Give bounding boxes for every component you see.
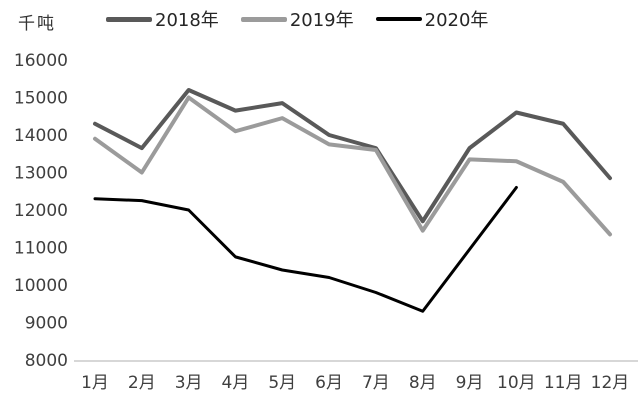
- y-tick-label: 16000: [14, 51, 68, 71]
- y-tick-label: 8000: [25, 351, 68, 371]
- y-tick-label: 9000: [25, 314, 68, 334]
- y-tick-label: 15000: [14, 89, 68, 109]
- x-tick-label: 8月: [409, 373, 437, 393]
- x-tick-label: 7月: [362, 373, 390, 393]
- legend-item-2019年: 2019年: [240, 6, 354, 32]
- y-axis-title: 千吨: [18, 14, 56, 34]
- x-tick-label: 1月: [81, 373, 109, 393]
- x-tick-label: 3月: [175, 373, 203, 393]
- legend-item-2020年: 2020年: [375, 6, 489, 32]
- legend-item-2018年: 2018年: [106, 6, 219, 32]
- x-tick-label: 4月: [222, 373, 250, 393]
- legend-label: 2019年: [289, 10, 354, 31]
- x-tick-label: 9月: [456, 373, 484, 393]
- legend-swatch-2020年: [375, 17, 422, 21]
- series-line-2020年: [93, 186, 518, 313]
- x-tick-label: 11月: [544, 373, 583, 393]
- x-tick-label: 12月: [591, 373, 630, 393]
- y-tick-label: 12000: [14, 201, 68, 221]
- legend-label: 2018年: [155, 10, 219, 31]
- x-tick-label: 2月: [128, 373, 156, 393]
- y-tick-label: 11000: [14, 239, 68, 259]
- series-line-2019年: [93, 95, 612, 237]
- chart-legend: 2018年 2019年 2020年: [106, 6, 488, 32]
- x-tick-label: 5月: [268, 373, 296, 393]
- series-line-2018年: [93, 88, 612, 224]
- y-tick-label: 10000: [14, 276, 68, 296]
- legend-swatch-2018年: [106, 16, 152, 22]
- legend-swatch-2019年: [240, 16, 287, 22]
- y-tick-label: 14000: [14, 126, 68, 146]
- legend-label: 2020年: [424, 10, 489, 31]
- x-tick-label: 10月: [497, 373, 536, 393]
- x-tick-label: 6月: [315, 373, 343, 393]
- y-tick-label: 13000: [14, 164, 68, 184]
